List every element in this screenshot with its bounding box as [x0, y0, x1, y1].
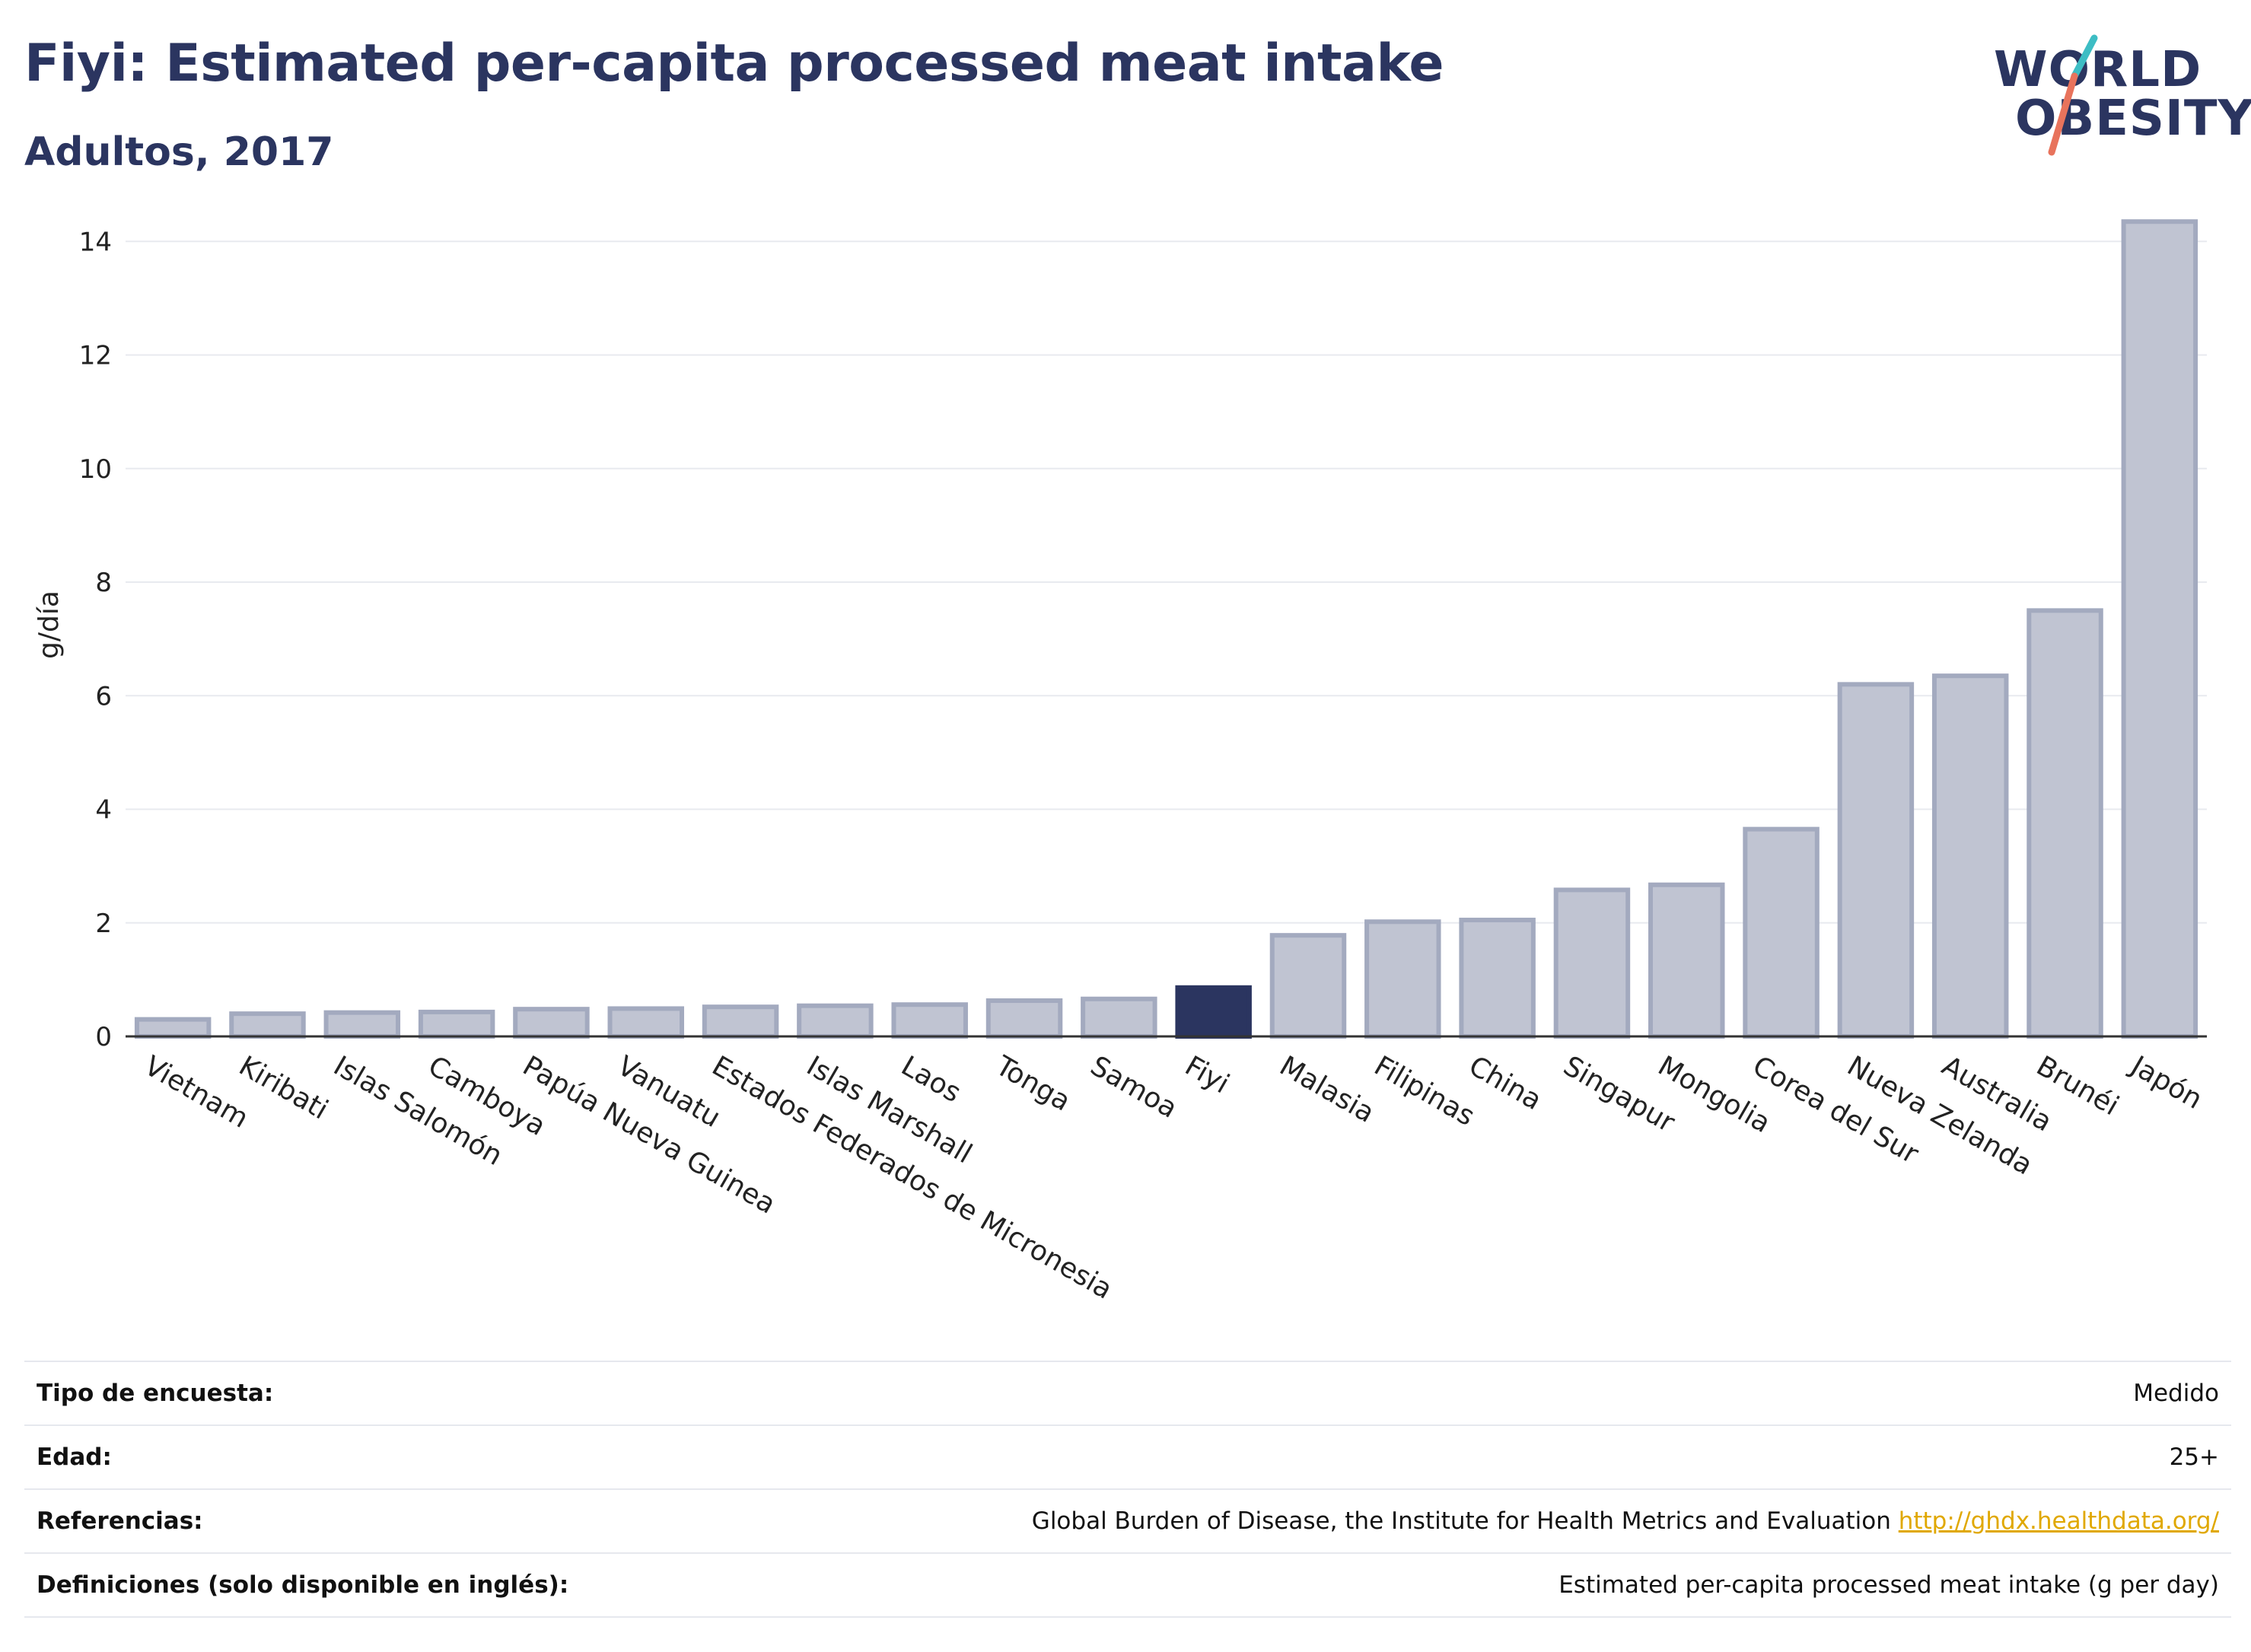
chart-subtitle: Adultos, 2017	[24, 129, 334, 175]
y-tick-label: 6	[95, 681, 112, 711]
bar	[985, 998, 1063, 1039]
y-axis-label: g/día	[33, 590, 65, 659]
y-tick-label: 2	[95, 909, 112, 939]
bar	[418, 1009, 495, 1039]
meta-label: Definiciones (solo disponible en inglés)…	[37, 1571, 569, 1599]
meta-row-survey-type: Tipo de encuesta: Medido	[24, 1361, 2231, 1424]
bar	[1743, 826, 1820, 1039]
chart-title: Fiyi: Estimated per-capita processed mea…	[24, 33, 1444, 94]
y-tick-label: 0	[95, 1022, 112, 1052]
x-tick-label: Corea del Sur	[1747, 1050, 1924, 1170]
meta-label: Referencias:	[37, 1507, 203, 1535]
y-tick-label: 10	[79, 454, 112, 485]
meta-value: Medido	[2133, 1380, 2219, 1407]
y-tick-label: 4	[95, 795, 112, 826]
x-tick-label: Laos	[896, 1050, 966, 1109]
x-tick-label: Japón	[2125, 1049, 2208, 1116]
y-tick-label: 12	[79, 341, 112, 371]
meta-label: Edad:	[37, 1444, 112, 1471]
meta-row-references: Referencias: Global Burden of Disease, t…	[24, 1488, 2231, 1552]
bar	[2027, 608, 2103, 1039]
bar	[1553, 887, 1631, 1039]
bar	[1269, 933, 1347, 1039]
bar	[702, 1004, 779, 1039]
x-tick-label: Islas Salomón	[328, 1050, 508, 1172]
bar	[1459, 918, 1536, 1039]
bar	[1081, 996, 1157, 1039]
meta-row-definitions: Definiciones (solo disponible en inglés)…	[24, 1552, 2231, 1618]
meta-value: Estimated per-capita processed meat inta…	[1559, 1571, 2219, 1599]
x-tick-label: Vietnam	[139, 1050, 253, 1135]
y-tick-label: 14	[79, 227, 112, 257]
x-tick-label: Filipinas	[1369, 1050, 1480, 1132]
reference-text: Global Burden of Disease, the Institute …	[1031, 1507, 1891, 1535]
meta-row-age: Edad: 25+	[24, 1424, 2231, 1488]
bar	[1931, 673, 2009, 1039]
bar-highlight	[1175, 985, 1252, 1039]
logo-text-world: WORLD	[1994, 42, 2202, 98]
bar	[2121, 219, 2198, 1039]
bar	[891, 1002, 968, 1039]
y-tick-label: 8	[95, 568, 112, 598]
reference-link[interactable]: http://ghdx.healthdata.org/	[1898, 1507, 2219, 1535]
x-tick-label: Fiyi	[1180, 1050, 1234, 1100]
x-tick-label: Tonga	[990, 1050, 1076, 1118]
x-tick-label: Malasia	[1274, 1050, 1379, 1129]
bar	[323, 1010, 401, 1039]
meta-value-references: Global Burden of Disease, the Institute …	[1032, 1507, 2219, 1535]
bar	[1648, 882, 1725, 1039]
meta-label: Tipo de encuesta:	[37, 1380, 274, 1407]
bar	[1837, 682, 1915, 1039]
bar	[607, 1006, 684, 1039]
x-tick-label: Samoa	[1085, 1050, 1183, 1125]
bars	[134, 219, 2198, 1039]
bar	[229, 1011, 306, 1039]
bar	[513, 1007, 590, 1039]
bar	[797, 1003, 874, 1039]
bar	[134, 1017, 212, 1039]
world-obesity-logo: WORLD OBESITY	[1979, 23, 2251, 160]
metadata-table: Tipo de encuesta: Medido Edad: 25+ Refer…	[24, 1361, 2231, 1618]
logo-slash-icon	[2048, 34, 2098, 156]
bar	[1364, 919, 1441, 1039]
meta-value: 25+	[2169, 1444, 2219, 1471]
